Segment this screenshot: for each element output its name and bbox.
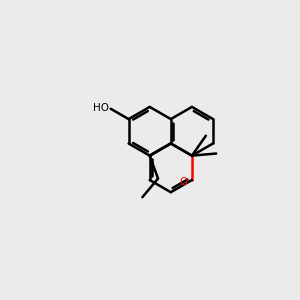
Text: O: O	[179, 176, 188, 187]
Text: HO: HO	[93, 103, 109, 113]
